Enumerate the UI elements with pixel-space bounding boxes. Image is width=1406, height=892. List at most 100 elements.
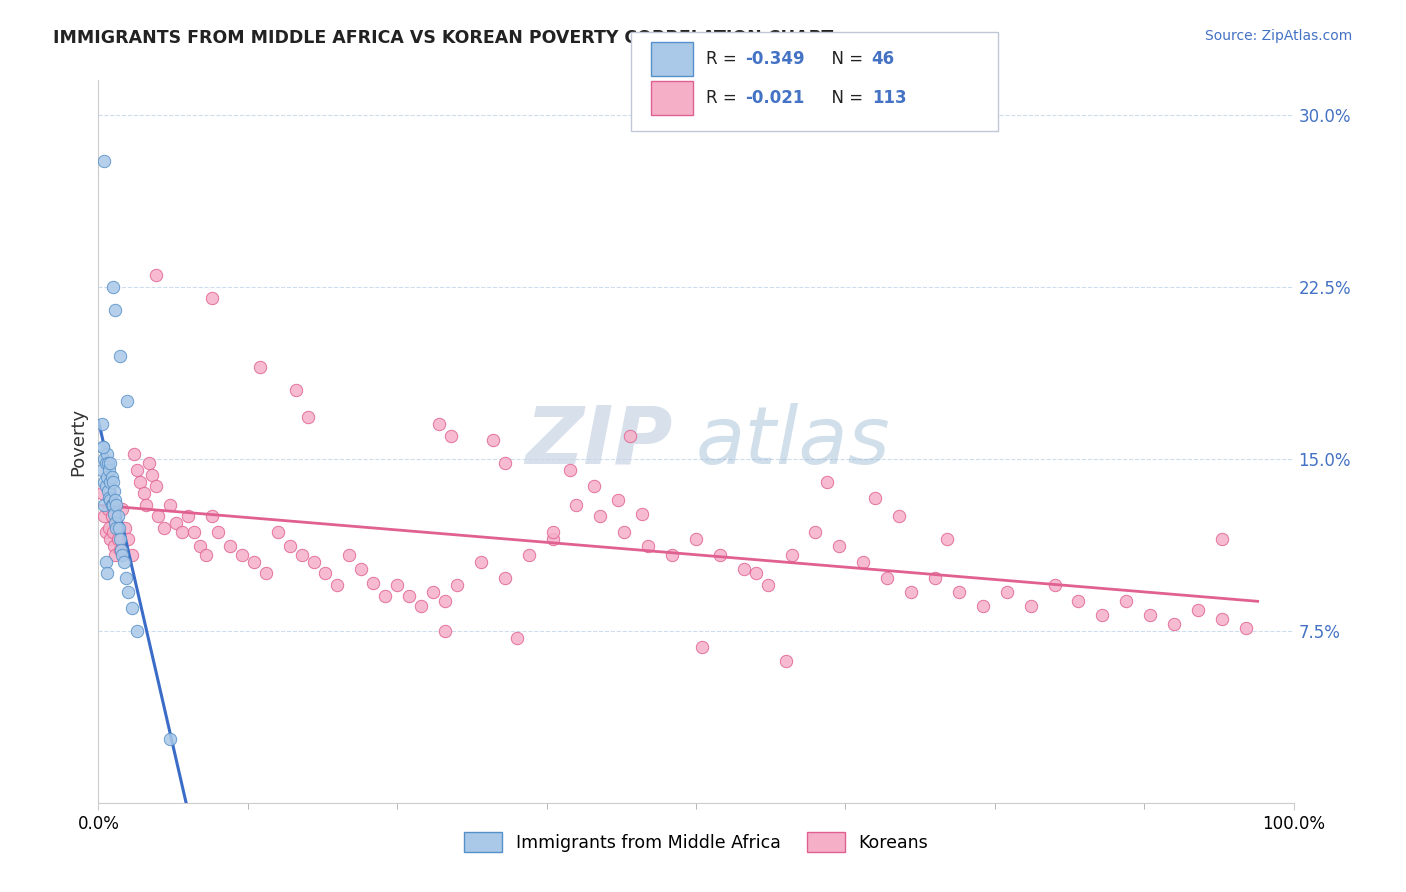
Point xyxy=(177,509,200,524)
Point xyxy=(114,520,136,534)
Point xyxy=(103,539,125,553)
Text: 46: 46 xyxy=(872,50,894,68)
Point xyxy=(517,548,540,562)
Point xyxy=(995,584,1018,599)
Point xyxy=(1187,603,1209,617)
Point xyxy=(105,520,128,534)
Point xyxy=(775,654,797,668)
Text: ZIP: ZIP xyxy=(524,402,672,481)
Point xyxy=(733,562,755,576)
Point xyxy=(101,475,124,489)
Point xyxy=(111,502,134,516)
Point xyxy=(446,578,468,592)
Point xyxy=(91,417,114,432)
Point xyxy=(124,447,146,461)
Point xyxy=(159,731,181,746)
Point xyxy=(924,571,946,585)
Point xyxy=(148,509,170,524)
Point xyxy=(98,456,122,470)
Point xyxy=(1115,594,1137,608)
Point xyxy=(481,434,505,448)
Point xyxy=(93,475,115,489)
Point xyxy=(195,548,218,562)
Point xyxy=(434,624,457,638)
Point xyxy=(374,590,396,604)
Point xyxy=(201,291,224,305)
Point xyxy=(506,631,529,645)
Point xyxy=(93,153,115,168)
Point xyxy=(153,520,176,534)
Point xyxy=(93,451,115,466)
Point xyxy=(900,584,922,599)
Point xyxy=(132,486,155,500)
Point xyxy=(101,498,124,512)
Point xyxy=(1043,578,1066,592)
Point xyxy=(709,548,731,562)
Point xyxy=(98,475,122,489)
Point xyxy=(110,543,132,558)
Point xyxy=(254,566,277,581)
Point xyxy=(541,532,564,546)
Point xyxy=(108,543,131,558)
Point xyxy=(1234,622,1257,636)
Text: IMMIGRANTS FROM MIDDLE AFRICA VS KOREAN POVERTY CORRELATION CHART: IMMIGRANTS FROM MIDDLE AFRICA VS KOREAN … xyxy=(53,29,834,46)
Point xyxy=(637,539,659,553)
Point xyxy=(440,429,463,443)
Point xyxy=(363,575,385,590)
Point xyxy=(96,470,118,484)
Point xyxy=(852,555,875,569)
Point xyxy=(141,467,163,482)
Point xyxy=(91,463,114,477)
Point xyxy=(188,539,211,553)
Point xyxy=(104,548,127,562)
Point xyxy=(98,532,122,546)
Point xyxy=(278,539,301,553)
Point xyxy=(828,539,851,553)
Point xyxy=(291,548,314,562)
Point xyxy=(302,555,325,569)
Point xyxy=(145,268,167,283)
Point xyxy=(560,463,582,477)
Point xyxy=(183,525,205,540)
Point xyxy=(93,498,115,512)
Point xyxy=(94,525,117,540)
Point xyxy=(422,584,444,599)
Point xyxy=(97,456,120,470)
Point xyxy=(111,548,134,562)
Point xyxy=(1163,616,1185,631)
Text: 113: 113 xyxy=(872,89,907,107)
Point xyxy=(284,383,307,397)
Point xyxy=(93,509,115,524)
Point xyxy=(297,410,319,425)
Point xyxy=(104,302,127,317)
Point xyxy=(98,491,121,505)
Point xyxy=(100,498,122,512)
Point xyxy=(690,640,713,654)
Legend: Immigrants from Middle Africa, Koreans: Immigrants from Middle Africa, Koreans xyxy=(457,825,935,859)
Point xyxy=(815,475,838,489)
Point xyxy=(607,493,630,508)
Point xyxy=(101,279,124,293)
Point xyxy=(804,525,827,540)
Point xyxy=(619,429,641,443)
Text: N =: N = xyxy=(821,89,869,107)
Point xyxy=(159,498,181,512)
Point xyxy=(541,525,564,540)
Text: -0.021: -0.021 xyxy=(745,89,804,107)
Point xyxy=(1019,599,1042,613)
Point xyxy=(107,520,129,534)
Point xyxy=(105,498,128,512)
Point xyxy=(172,525,194,540)
Point xyxy=(972,599,994,613)
Point xyxy=(267,525,290,540)
Point xyxy=(103,483,125,498)
Text: R =: R = xyxy=(706,89,742,107)
Point xyxy=(583,479,606,493)
Point xyxy=(326,578,349,592)
Point xyxy=(411,599,433,613)
Point xyxy=(125,624,148,638)
Text: atlas: atlas xyxy=(696,402,891,481)
Point xyxy=(780,548,803,562)
Point xyxy=(565,498,588,512)
Point xyxy=(470,555,492,569)
